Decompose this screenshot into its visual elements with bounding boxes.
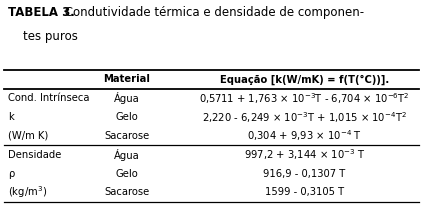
- Text: 997,2 + 3,144 × 10$^{-3}$ T: 997,2 + 3,144 × 10$^{-3}$ T: [244, 147, 365, 162]
- Text: Água: Água: [114, 149, 140, 161]
- Text: (kg/m$^3$): (kg/m$^3$): [8, 185, 47, 200]
- Text: tes puros: tes puros: [8, 30, 78, 43]
- Text: ρ: ρ: [8, 169, 15, 179]
- Text: TABELA 3.: TABELA 3.: [8, 6, 75, 19]
- Text: k: k: [8, 112, 14, 122]
- Text: 0,304 + 9,93 × 10$^{-4}$ T: 0,304 + 9,93 × 10$^{-4}$ T: [247, 129, 362, 143]
- Text: 2,220 - 6,249 × 10$^{-3}$T + 1,015 × 10$^{-4}$T$^2$: 2,220 - 6,249 × 10$^{-3}$T + 1,015 × 10$…: [202, 110, 407, 124]
- Text: 916,9 - 0,1307 T: 916,9 - 0,1307 T: [264, 169, 346, 179]
- Text: (W/m K): (W/m K): [8, 131, 49, 141]
- Text: Equação [k(W/mK) = f(T(°C))].: Equação [k(W/mK) = f(T(°C))].: [220, 74, 389, 85]
- Text: Sacarose: Sacarose: [104, 131, 149, 141]
- Text: Cond. Intrínseca: Cond. Intrínseca: [8, 93, 90, 103]
- Text: 0,5711 + 1,763 × 10$^{-3}$T - 6,704 × 10$^{-6}$T$^2$: 0,5711 + 1,763 × 10$^{-3}$T - 6,704 × 10…: [199, 91, 410, 106]
- Text: Água: Água: [114, 92, 140, 104]
- Text: 1599 - 0,3105 T: 1599 - 0,3105 T: [265, 187, 344, 198]
- Text: Condutividade térmica e densidade de componen-: Condutividade térmica e densidade de com…: [61, 6, 365, 19]
- Text: Gelo: Gelo: [115, 169, 138, 179]
- Text: Material: Material: [104, 74, 150, 84]
- Text: Sacarose: Sacarose: [104, 187, 149, 198]
- Text: Densidade: Densidade: [8, 150, 62, 160]
- Text: Gelo: Gelo: [115, 112, 138, 122]
